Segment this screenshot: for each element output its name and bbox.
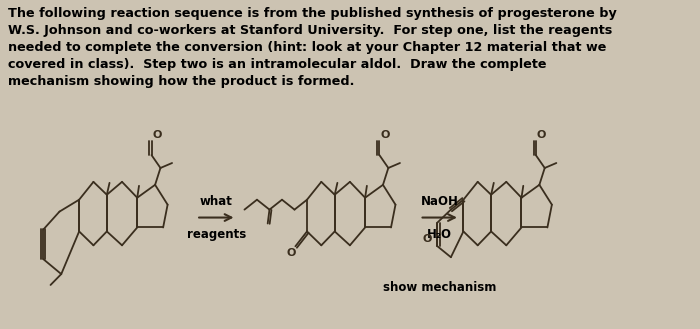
Text: O: O <box>537 130 546 140</box>
Text: what: what <box>200 195 232 208</box>
Text: O: O <box>380 130 390 140</box>
Text: H₂O: H₂O <box>427 228 452 241</box>
Text: NaOH: NaOH <box>421 195 458 208</box>
Text: O: O <box>422 234 431 244</box>
Text: O: O <box>153 130 162 140</box>
Text: reagents: reagents <box>187 228 246 241</box>
Text: The following reaction sequence is from the published synthesis of progesterone : The following reaction sequence is from … <box>8 7 617 88</box>
Text: O: O <box>286 248 295 258</box>
Text: show mechanism: show mechanism <box>383 281 496 294</box>
